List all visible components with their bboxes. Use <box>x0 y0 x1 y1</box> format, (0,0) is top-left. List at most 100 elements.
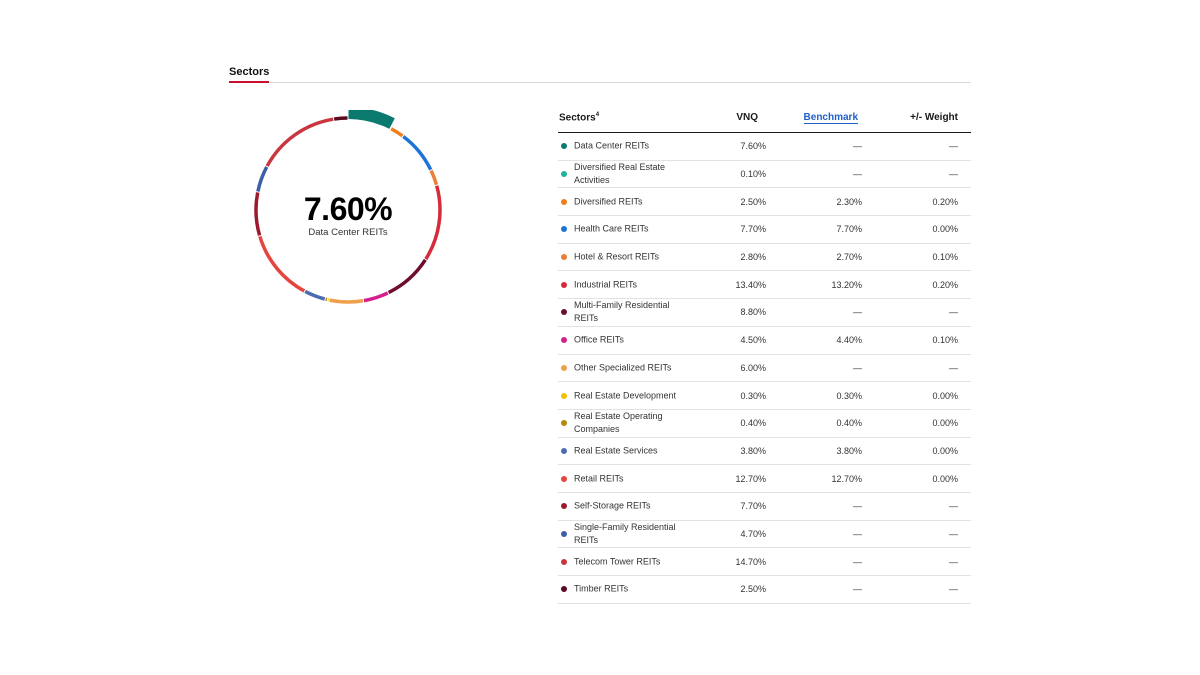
benchmark-value: — <box>853 362 862 373</box>
sector-color-dot <box>561 392 567 399</box>
table-row: Diversified REITs 2.50% 2.30% 0.20% <box>558 188 971 217</box>
weight-diff-value: — <box>949 141 958 152</box>
sector-color-dot <box>561 171 567 178</box>
table-row: Real Estate Services 3.80% 3.80% 0.00% <box>558 438 971 466</box>
vnq-value: 2.80% <box>740 252 766 263</box>
vnq-value: 0.10% <box>740 169 766 180</box>
sector-name: Other Specialized REITs <box>574 362 672 373</box>
benchmark-value: — <box>853 528 862 539</box>
sector-name: Real Estate Services <box>574 445 658 456</box>
sector-tab-bar: Sectors <box>229 64 971 83</box>
donut-slice[interactable] <box>390 127 404 138</box>
vnq-value: 4.50% <box>740 335 766 346</box>
donut-slice[interactable] <box>429 169 439 186</box>
table-row: Industrial REITs 13.40% 13.20% 0.20% <box>558 271 971 300</box>
sector-color-dot <box>561 447 567 454</box>
donut-slice[interactable] <box>329 298 364 304</box>
weight-diff-value: 0.00% <box>932 473 958 484</box>
sector-color-dot <box>561 530 567 537</box>
weight-diff-value: 0.00% <box>932 445 958 456</box>
weight-diff-value: 0.00% <box>932 418 958 429</box>
table-row: Single-Family Residential REITs 4.70% — — <box>558 521 971 549</box>
vnq-value: 6.00% <box>740 362 766 373</box>
benchmark-value: — <box>853 141 862 152</box>
weight-diff-value: 0.00% <box>932 390 958 401</box>
donut-slice[interactable] <box>402 135 433 171</box>
donut-slice[interactable] <box>387 258 427 295</box>
vnq-value: 14.70% <box>735 556 766 567</box>
benchmark-value: — <box>853 584 862 595</box>
donut-slice[interactable] <box>258 235 306 293</box>
sector-color-dot <box>561 503 567 510</box>
sector-color-dot <box>561 198 567 205</box>
weight-diff-value: — <box>949 556 958 567</box>
tab-sectors[interactable]: Sectors <box>229 67 270 83</box>
vnq-value: 2.50% <box>740 584 766 595</box>
sector-table-body: Data Center REITs 7.60% — — Diversified Real… <box>558 133 971 604</box>
benchmark-value: 2.70% <box>836 252 862 263</box>
vnq-value: 0.40% <box>740 418 766 429</box>
sector-color-dot <box>561 143 567 150</box>
table-row: Diversified Real Estate Activities 0.10% —… <box>558 161 971 189</box>
sector-name: Real Estate Operating Companies <box>574 411 663 435</box>
vnq-value: 7.70% <box>740 501 766 512</box>
sector-color-dot <box>561 364 567 371</box>
weight-diff-value: — <box>949 501 958 512</box>
donut-highlight-label: Data Center REITs <box>308 227 388 238</box>
benchmark-value: — <box>853 556 862 567</box>
sector-name: Health Care REITs <box>574 223 649 234</box>
sector-color-dot <box>561 254 567 261</box>
vnq-value: 8.80% <box>740 307 766 318</box>
vnq-value: 12.70% <box>735 473 766 484</box>
sector-name: Office REITs <box>574 334 624 345</box>
table-row: Retail REITs 12.70% 12.70% 0.00% <box>558 465 971 493</box>
header-weight: +/- Weight <box>910 112 958 123</box>
benchmark-value: 12.70% <box>831 473 862 484</box>
sector-color-dot <box>561 420 567 427</box>
header-vnq: VNQ <box>736 112 758 123</box>
header-sectors: Sectors4 <box>559 112 599 123</box>
benchmark-value: 4.40% <box>836 335 862 346</box>
benchmark-value: — <box>853 501 862 512</box>
donut-slice[interactable] <box>254 192 262 236</box>
donut-highlight-value: 7.60% <box>303 191 393 227</box>
table-row: Data Center REITs 7.60% — — <box>558 133 971 161</box>
sector-name: Telecom Tower REITs <box>574 556 661 567</box>
sector-name: Retail REITs <box>574 473 624 484</box>
weight-diff-value: 0.00% <box>932 224 958 235</box>
vnq-value: 13.40% <box>735 279 766 290</box>
benchmark-value: 0.30% <box>836 390 862 401</box>
donut-slice[interactable] <box>424 185 442 260</box>
sector-color-dot <box>561 586 567 593</box>
donut-slice[interactable] <box>256 166 269 192</box>
weight-diff-value: — <box>949 528 958 539</box>
donut-slice[interactable] <box>333 116 348 121</box>
table-row: Hotel & Resort REITs 2.80% 2.70% 0.10% <box>558 244 971 272</box>
benchmark-value: — <box>853 169 862 180</box>
table-row: Timber REITs 2.50% — — <box>558 576 971 604</box>
header-benchmark-link[interactable]: Benchmark <box>803 112 858 124</box>
header-sectors-label: Sectors <box>559 112 596 124</box>
weight-diff-value: 0.10% <box>932 335 958 346</box>
sector-name: Multi-Family Residential REITs <box>574 300 670 324</box>
sector-color-dot <box>561 309 567 316</box>
vnq-value: 2.50% <box>740 196 766 207</box>
sector-table-header: Sectors4 VNQ Benchmark +/- Weight <box>558 103 971 133</box>
weight-diff-value: 0.20% <box>932 196 958 207</box>
sector-name: Hotel & Resort REITs <box>574 251 660 262</box>
donut-slice[interactable] <box>363 291 389 303</box>
table-row: Real Estate Operating Companies 0.40% 0.40… <box>558 410 971 438</box>
benchmark-value: 2.30% <box>836 196 862 207</box>
donut-slice[interactable] <box>348 110 395 130</box>
table-row: Office REITs 4.50% 4.40% 0.10% <box>558 327 971 355</box>
donut-slice[interactable] <box>265 117 334 167</box>
sector-name: Self-Storage REITs <box>574 500 651 511</box>
weight-diff-value: — <box>949 307 958 318</box>
vnq-value: 3.80% <box>740 445 766 456</box>
sector-name: Diversified Real Estate Activities <box>574 162 666 186</box>
donut-slice[interactable] <box>304 289 326 301</box>
sector-name: Timber REITs <box>574 583 629 594</box>
table-row: Other Specialized REITs 6.00% — — <box>558 355 971 383</box>
donut-svg <box>254 110 442 304</box>
header-sectors-footnote[interactable]: 4 <box>595 112 600 118</box>
